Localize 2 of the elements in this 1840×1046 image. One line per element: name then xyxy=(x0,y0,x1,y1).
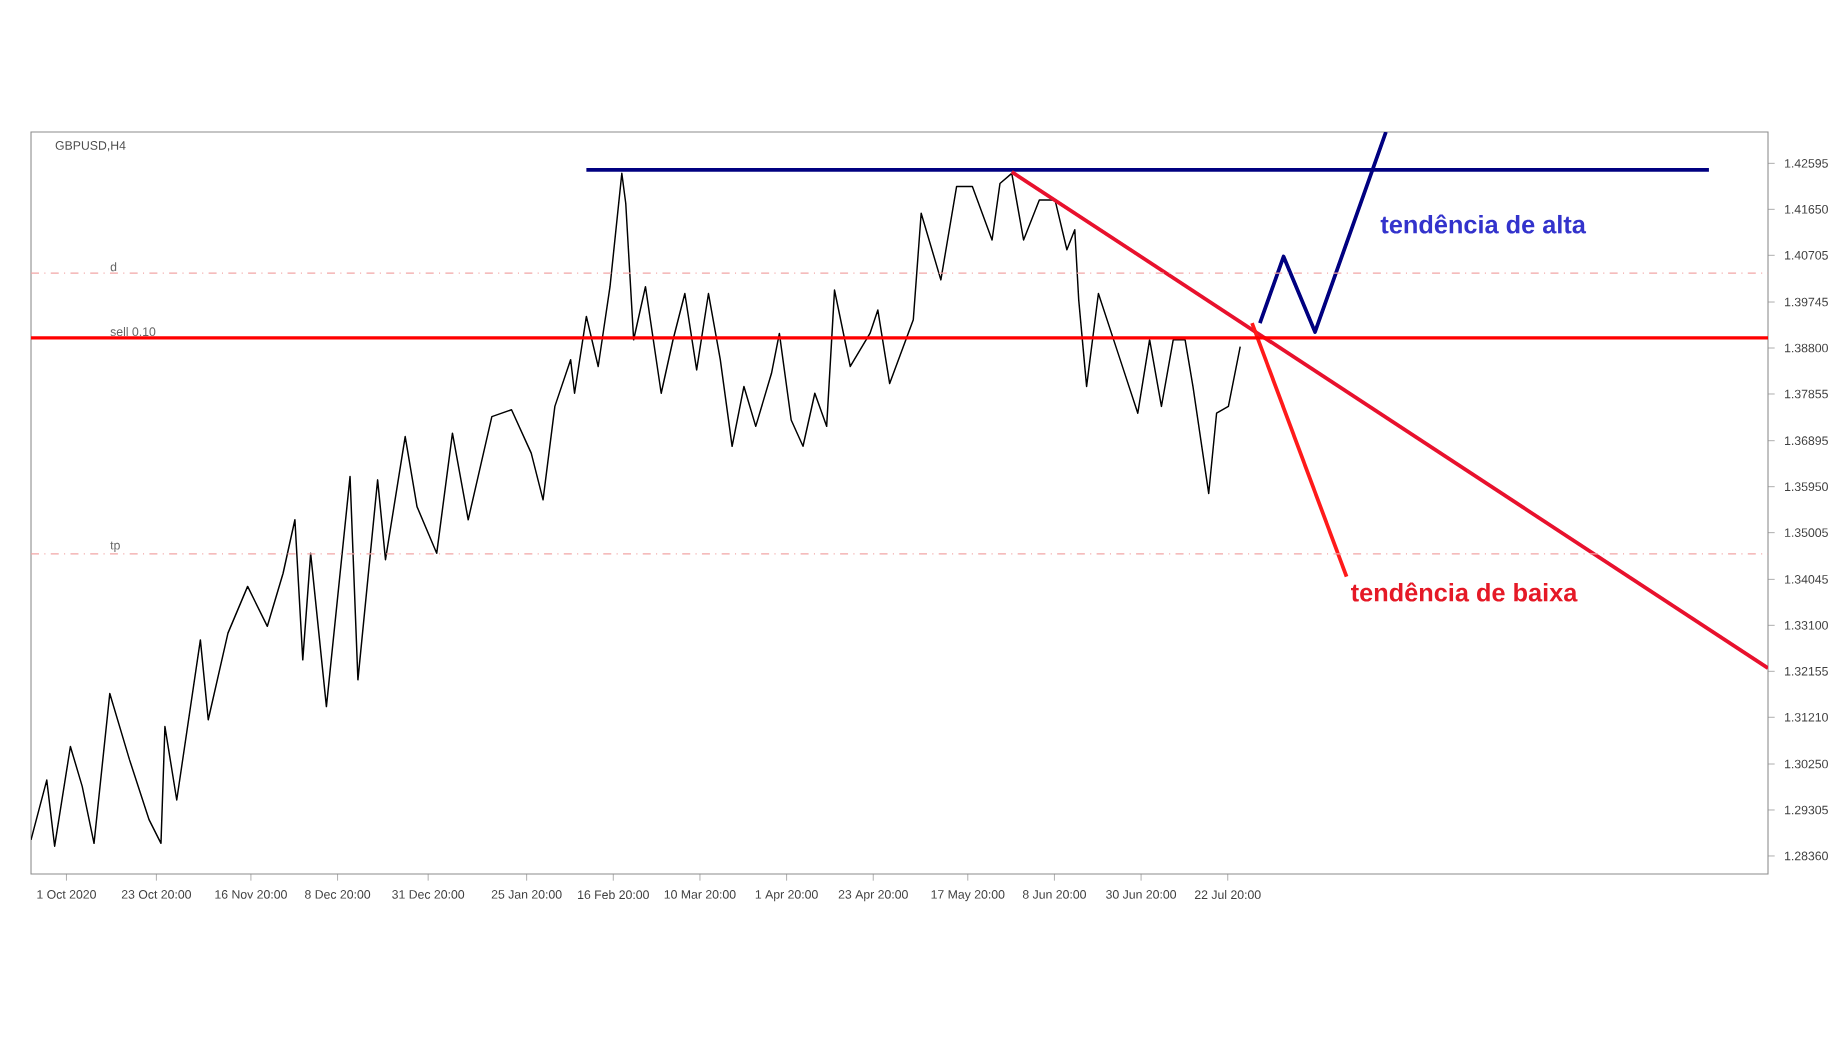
annotation: tendência de alta xyxy=(1380,214,1587,234)
annotation: tendência de baixa xyxy=(1350,582,1578,602)
